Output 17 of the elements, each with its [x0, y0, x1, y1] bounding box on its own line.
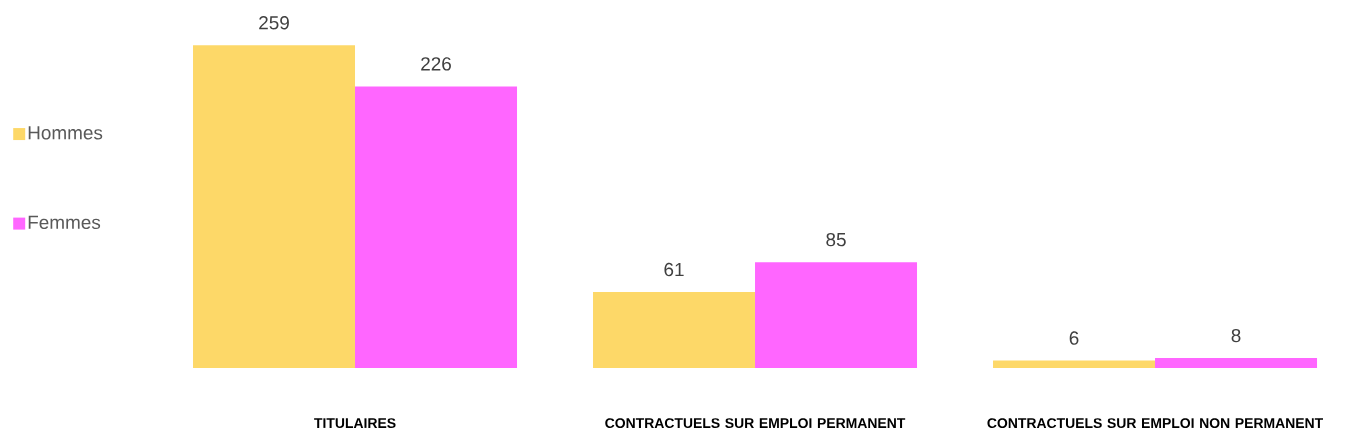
x-tick-label: CONTRACTUELS SUR EMPLOI NON PERMANENT	[987, 418, 1324, 428]
data-label: 8	[1231, 328, 1241, 343]
bar	[355, 86, 518, 369]
bar	[755, 262, 918, 369]
bar	[593, 292, 756, 369]
bar	[1155, 358, 1318, 369]
legend-label: Femmes	[28, 215, 101, 229]
data-label: 85	[826, 232, 846, 247]
bar	[993, 360, 1156, 369]
x-tick-label: CONTRACTUELS SUR EMPLOI PERMANENT	[605, 418, 906, 428]
x-tick-label: TITULAIRES	[314, 418, 396, 428]
data-label: 259	[259, 15, 289, 30]
data-label: 6	[1069, 331, 1079, 345]
legend-label: Hommes	[28, 126, 103, 140]
data-label: 61	[664, 262, 684, 277]
data-label: 226	[421, 57, 451, 71]
bar	[193, 45, 356, 369]
